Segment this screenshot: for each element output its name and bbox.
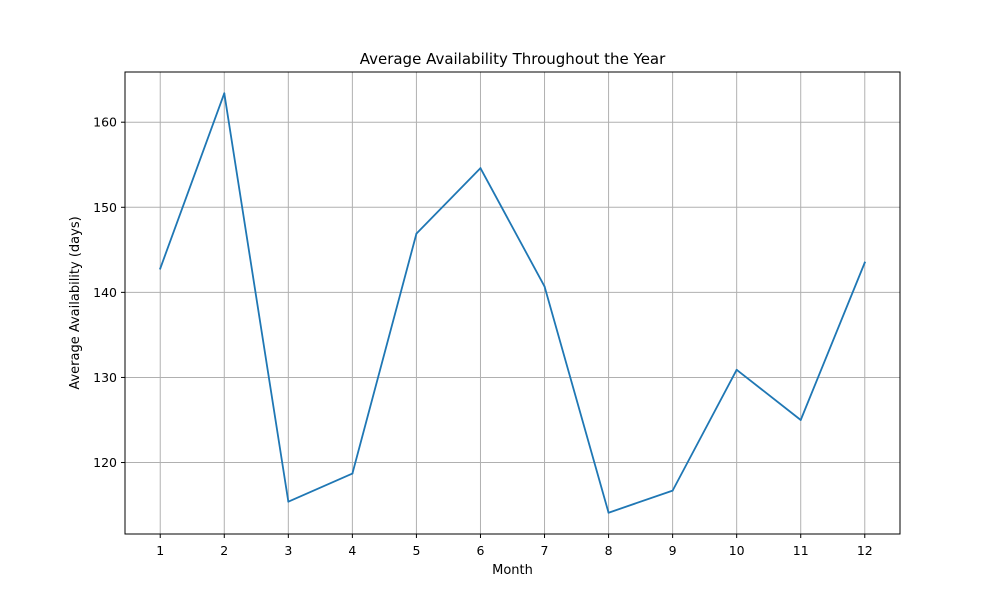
x-tick-label: 12 <box>857 543 873 558</box>
y-tick-label: 160 <box>93 115 117 130</box>
y-axis-label: Average Availability (days) <box>68 216 83 389</box>
data-point <box>543 285 546 288</box>
x-tick-label: 5 <box>412 543 420 558</box>
plot-frame <box>124 71 901 535</box>
x-axis-label: Month <box>492 563 533 578</box>
x-tick-label: 2 <box>220 543 228 558</box>
chart-title: Average Availability Throughout the Year <box>360 50 666 68</box>
data-point <box>863 261 866 264</box>
data-point <box>415 232 418 235</box>
y-tick-label: 120 <box>93 455 117 470</box>
data-point <box>607 511 610 514</box>
x-tick-label: 8 <box>605 543 613 558</box>
series-line <box>159 92 866 514</box>
x-tick-label: 4 <box>348 543 356 558</box>
x-tick-label: 10 <box>729 543 745 558</box>
data-point <box>223 92 226 95</box>
x-tick-label: 7 <box>541 543 549 558</box>
data-point <box>287 500 290 503</box>
y-tick-label: 150 <box>93 200 117 215</box>
grid <box>125 72 900 534</box>
data-point <box>351 472 354 475</box>
data-point <box>671 489 674 492</box>
data-point <box>479 167 482 170</box>
data-point <box>735 368 738 371</box>
data-point <box>159 267 162 270</box>
x-tick-label: 11 <box>793 543 809 558</box>
x-tick-label: 3 <box>284 543 292 558</box>
x-tick-label: 1 <box>156 543 164 558</box>
series-layer <box>159 92 866 514</box>
data-point <box>799 419 802 421</box>
x-tick-label: 9 <box>669 543 677 558</box>
y-tick-label: 140 <box>93 285 117 300</box>
x-tick-label: 6 <box>476 543 484 558</box>
y-tick-label: 130 <box>93 370 117 385</box>
